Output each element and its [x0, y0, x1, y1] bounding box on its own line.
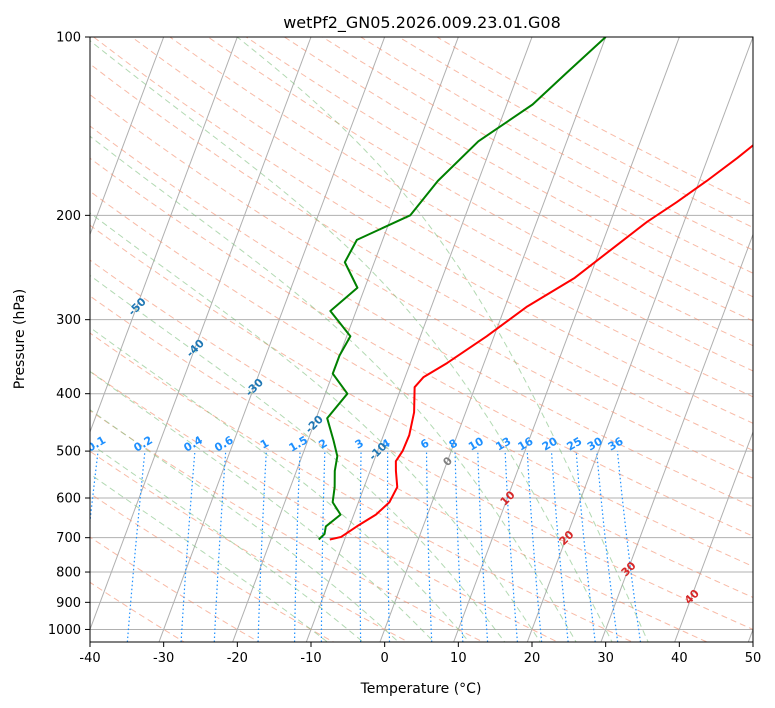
dry-adiabat-line [245, 37, 753, 322]
mixing-ratio-line [213, 451, 227, 642]
isotherm-line [453, 37, 680, 642]
x-tick-label: -40 [79, 651, 100, 666]
x-tick-label: -10 [300, 651, 321, 666]
mixing-ratio-line [90, 451, 99, 527]
dry-adiabat-line [90, 125, 753, 508]
dry-adiabat-line [130, 37, 753, 398]
x-tick-label: 30 [597, 651, 614, 666]
mixing-ratio-line [477, 451, 489, 642]
y-tick-label: 500 [56, 445, 81, 460]
mixing-ratio-line [386, 451, 391, 642]
mixing-ratio-line [526, 451, 543, 642]
mixing-ratio-line [454, 451, 464, 642]
x-tick-label: 10 [450, 651, 467, 666]
x-tick-label: 0 [381, 651, 389, 666]
mixing-ratio-line [293, 451, 301, 642]
mixing-ratio-line [550, 451, 569, 642]
y-tick-label: 200 [56, 209, 81, 224]
temperature-profile-line [329, 144, 753, 541]
y-tick-label: 300 [56, 313, 81, 328]
isotherm-line [232, 37, 459, 642]
dry-adiabat-line [90, 581, 186, 642]
mixing-ratio-line [504, 451, 519, 642]
chart-title: wetPf2_GN05.2026.009.23.01.G08 [283, 13, 561, 33]
y-axis-title: Pressure (hPa) [12, 289, 28, 389]
dry-adiabat-line [90, 94, 753, 479]
x-tick-label: 50 [745, 651, 762, 666]
axes: -40 -30 -20 -10 0 10 20 30 40 50 100 200 300 400 500 60… [48, 31, 761, 667]
mixing-ratio-line [425, 451, 433, 642]
mixing-ratio-line [596, 451, 619, 642]
isotherm-line [90, 37, 238, 434]
y-tick-label: 400 [56, 387, 81, 402]
mixing-ratio-line [616, 451, 642, 642]
isotherm-line [379, 37, 607, 642]
y-tick-label: 100 [56, 31, 81, 46]
mixing-ratio-line [575, 451, 596, 642]
mixing-ratio-line [359, 451, 362, 642]
x-tick-label: 20 [524, 651, 541, 666]
y-tick-label: 600 [56, 492, 81, 507]
dry-adiabat-line [90, 224, 753, 599]
moist-adiabat-line [90, 39, 613, 642]
mixing-ratio-line [320, 451, 326, 642]
isotherm-line [90, 37, 165, 236]
dry-adiabat-line [90, 295, 709, 642]
x-tick-label: -20 [227, 651, 248, 666]
dry-adiabat-line [90, 157, 753, 537]
moist-adiabat-line [90, 442, 364, 642]
plot-frame [89, 36, 754, 643]
x-tick-label: 40 [671, 651, 688, 666]
mixing-ratio-line [126, 451, 146, 642]
mixing-ratio-line [180, 451, 196, 642]
isotherm-line [90, 37, 312, 631]
x-tick-label: -30 [153, 651, 174, 666]
x-axis-title: Temperature (°C) [360, 681, 482, 697]
y-tick-label: 700 [56, 531, 81, 546]
moist-adiabat-line [90, 326, 470, 642]
dry-adiabat-line [90, 332, 634, 642]
y-tick-label: 900 [56, 596, 81, 611]
moist-adiabat-line [90, 409, 400, 642]
y-tick-label: 800 [56, 566, 81, 581]
moist-adiabat-line [90, 212, 541, 642]
moist-adiabat-line [90, 135, 577, 642]
dry-adiabat-line [90, 63, 753, 451]
isotherm-line [600, 233, 753, 642]
moist-adiabat-line [90, 274, 506, 642]
dry-adiabat-line [90, 190, 753, 567]
dry-adiabat-line [90, 536, 260, 642]
dewpoint-profile-line [318, 37, 607, 541]
plot-area: 0.10.20.40.611.52346810131620253036-100-… [90, 37, 753, 642]
isotherm-line [305, 37, 533, 642]
moist-adiabat-line [236, 37, 649, 642]
dry-adiabat-line [90, 450, 410, 642]
dry-adiabat-line [90, 259, 753, 630]
dry-adiabat-line [90, 492, 335, 642]
dry-adiabat-line [90, 410, 485, 642]
mixing-ratio-line [257, 451, 267, 642]
y-tick-label: 1000 [48, 623, 81, 638]
